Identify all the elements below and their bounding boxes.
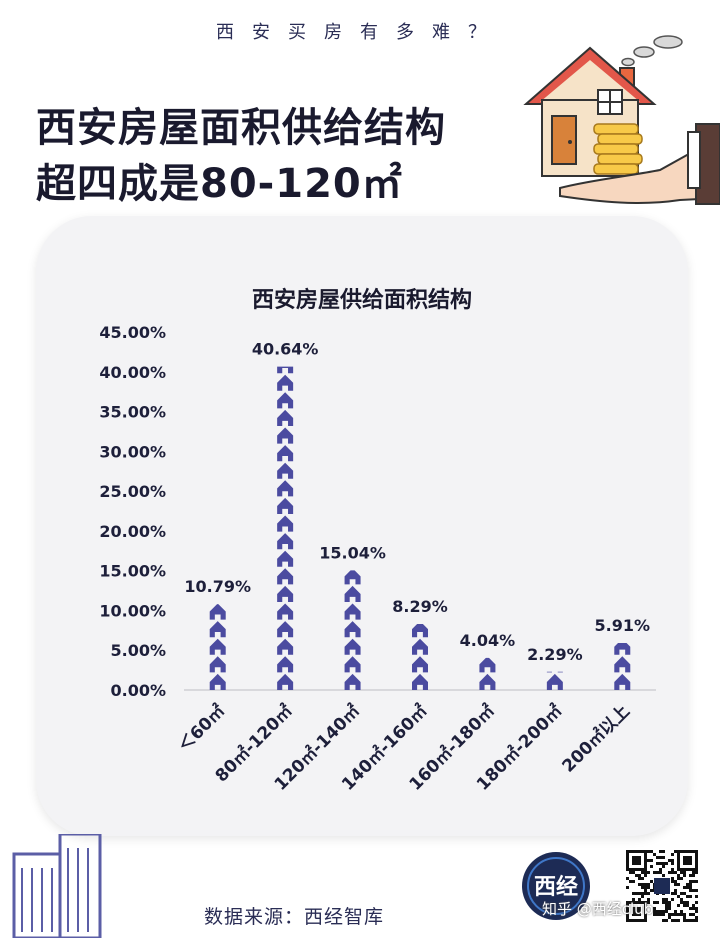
- bar-value-label: 10.79%: [184, 577, 251, 596]
- bar: [412, 624, 428, 690]
- x-tick-label: 200㎡以上: [558, 701, 634, 777]
- bar-value-label: 5.91%: [595, 616, 651, 635]
- house-bar-segment-icon: [209, 604, 226, 620]
- coins-icon: [593, 123, 643, 175]
- house-bar-segment-icon: [277, 392, 294, 409]
- house-bar-segment-icon: [614, 673, 631, 690]
- house-bar-segment-icon: [277, 515, 294, 532]
- house-bar-segment-icon: [344, 656, 361, 673]
- hand-icon: [559, 123, 720, 205]
- house-bar-segment-icon: [277, 533, 294, 550]
- house-bar-segment-icon: [344, 673, 361, 690]
- subtitle: 西安买房有多难？: [216, 22, 504, 43]
- house-bar-segment-icon: [277, 480, 294, 497]
- logo-text: 西经: [534, 874, 578, 900]
- house-bar-segment-icon: [277, 656, 294, 673]
- y-tick-label: 5.00%: [110, 641, 166, 660]
- house-bar-segment-icon: [344, 570, 361, 585]
- data-source: 数据来源：西经智库: [204, 906, 385, 928]
- headline-line-2: 超四成是80-120㎡: [36, 161, 403, 207]
- y-tick-label: 45.00%: [99, 323, 166, 342]
- house-bar-segment-icon: [277, 550, 294, 567]
- house-bar-segment-icon: [412, 638, 428, 655]
- house-bar-segment-icon: [277, 585, 294, 602]
- y-tick-label: 40.00%: [99, 363, 166, 382]
- house-bar-segment-icon: [209, 638, 226, 655]
- house-bar-segment-icon: [614, 642, 631, 655]
- house-bar-segment-icon: [277, 621, 294, 638]
- watermark: 知乎 @西经club: [542, 900, 654, 918]
- house-bar-segment-icon: [277, 568, 294, 585]
- building-icon: [12, 834, 102, 938]
- headline: 西安房屋面积供给结构 超四成是80-120㎡: [36, 100, 446, 212]
- x-tick-label: ＜60㎡: [174, 701, 230, 757]
- house-bar-segment-icon: [614, 656, 631, 673]
- house-bar-segment-icon: [277, 409, 294, 426]
- house-bar-segment-icon: [479, 657, 496, 673]
- bar: [614, 642, 631, 690]
- house-bar-segment-icon: [209, 621, 226, 638]
- bar-value-label: 2.29%: [527, 645, 583, 664]
- y-tick-label: 20.00%: [99, 522, 166, 541]
- bar: [479, 657, 496, 690]
- house-bar-segment-icon: [344, 638, 361, 655]
- house-bar-segment-icon: [277, 427, 294, 444]
- house-bar-segment-icon: [277, 445, 294, 462]
- y-tick-label: 15.00%: [99, 562, 166, 581]
- house-bar-segment-icon: [344, 621, 361, 638]
- y-tick-label: 25.00%: [99, 482, 166, 501]
- y-tick-label: 0.00%: [110, 681, 166, 700]
- house-bar-segment-icon: [546, 673, 563, 690]
- house-bar-segment-icon: [209, 673, 226, 690]
- chart-title: 西安房屋供给面积结构: [251, 288, 472, 313]
- house-bar-segment-icon: [479, 673, 496, 690]
- xijing-logo: 西经: [522, 852, 590, 920]
- house-bar-segment-icon: [412, 673, 428, 690]
- chimney-smoke-icon: [621, 35, 683, 67]
- bar: [546, 671, 563, 690]
- house-bar-segment-icon: [277, 497, 294, 514]
- house-bar-segment-icon: [209, 656, 226, 673]
- house-bar-segment-icon: [412, 624, 428, 638]
- house-bar-segment-icon: [277, 603, 294, 620]
- y-tick-label: 30.00%: [99, 442, 166, 461]
- chart-card: [36, 216, 688, 836]
- house-bar-segment-icon: [277, 462, 294, 479]
- headline-line-1: 西安房屋面积供给结构: [36, 105, 446, 151]
- house-bar-segment-icon: [277, 673, 294, 690]
- bar-value-label: 40.64%: [252, 340, 319, 359]
- house-bar-segment-icon: [277, 638, 294, 655]
- bar: [277, 366, 294, 690]
- house-bar-segment-icon: [277, 366, 294, 374]
- bar-value-label: 8.29%: [392, 597, 448, 616]
- house-bar-segment-icon: [277, 374, 294, 391]
- house-coins-hand-illustration: [523, 35, 720, 205]
- bar: [344, 570, 361, 690]
- house-bar-segment-icon: [546, 671, 563, 673]
- house-bar-segment-icon: [412, 656, 428, 673]
- bar: [209, 604, 226, 690]
- y-tick-label: 35.00%: [99, 403, 166, 422]
- qr-code[interactable]: [626, 850, 698, 922]
- y-tick-label: 10.00%: [99, 601, 166, 620]
- bar-value-label: 4.04%: [460, 631, 516, 650]
- bar-value-label: 15.04%: [319, 543, 386, 562]
- house-bar-segment-icon: [344, 585, 361, 602]
- house-bar-segment-icon: [344, 603, 361, 620]
